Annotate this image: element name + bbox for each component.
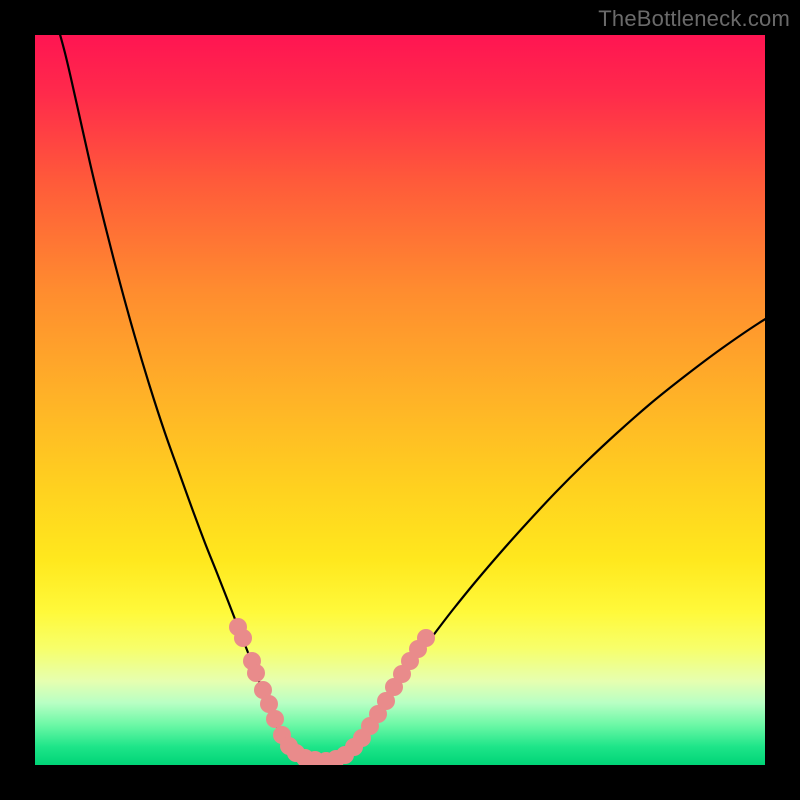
left-curve xyxy=(55,35,327,761)
plot-area xyxy=(35,35,765,765)
chart-frame: TheBottleneck.com xyxy=(0,0,800,800)
watermark-text: TheBottleneck.com xyxy=(598,6,790,32)
curve-layer xyxy=(35,35,765,765)
curve-marker xyxy=(266,710,284,728)
curve-marker xyxy=(247,664,265,682)
curve-marker xyxy=(234,629,252,647)
marker-group xyxy=(229,618,435,765)
curve-marker xyxy=(417,629,435,647)
